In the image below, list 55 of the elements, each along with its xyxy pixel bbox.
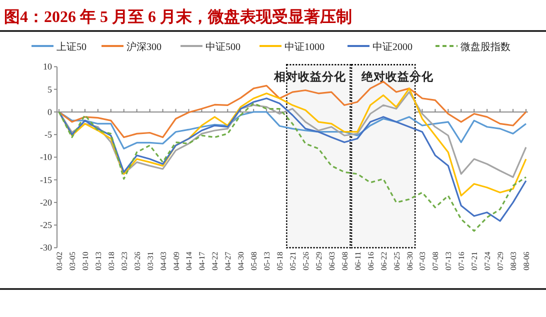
x-tick-label: 03-05 [68,252,77,270]
y-tick-label: -30 [40,242,52,253]
x-tick-label: 06-30 [405,252,414,270]
x-tick-label: 07-16 [457,252,466,270]
band-label: 相对收益分化 [273,70,348,84]
band-label: 绝对收益分化 [360,70,435,84]
x-tick-label: 04-17 [198,252,207,270]
y-tick-label: -15 [40,174,52,185]
x-tick-label: 03-26 [132,252,142,270]
title: 图4：2026 年 5 月至 6 月末，微盘表现受显著压制 [4,9,352,26]
legend-label: 中证500 [206,41,240,53]
x-tick-label: 03-02 [55,252,64,270]
x-tick-label: 05-21 [288,252,298,270]
legend-label: 中证2000 [372,41,412,53]
x-tick-label: 06-03 [327,252,336,270]
x-tick-label: 04-09 [172,252,181,270]
x-tick-label: 07-13 [444,252,454,270]
x-tick-label: 05-26 [301,252,310,270]
x-tick-label: 03-23 [120,252,129,270]
x-tick-label: 05-18 [276,252,285,270]
x-tick-label: 07-29 [496,252,506,270]
x-tick-label: 04-22 [210,252,220,270]
x-tick-label: 03-31 [146,252,155,270]
x-tick-label: 08-06 [522,252,531,270]
x-tick-label: 04-30 [236,252,246,270]
x-tick-label: 07-08 [431,252,440,270]
legend-label: 沪深300 [126,41,162,53]
y-tick-label: -10 [40,152,52,162]
x-tick-label: 07-03 [418,252,428,270]
legend-label: 上证50 [56,41,86,53]
x-tick-label: 03-13 [94,252,103,270]
x-tick-label: 06-08 [340,252,350,270]
y-tick-label: -5 [44,130,52,140]
y-tick-label: -20 [40,197,52,208]
x-tick-label: 06-16 [366,252,376,270]
x-tick-label: 04-03 [158,252,168,270]
x-tick-label: 08-03 [509,252,518,270]
legend-label: 中证1000 [284,41,324,53]
y-tick-label: 5 [48,84,52,94]
x-tick-label: 06-25 [392,252,402,270]
x-tick-label: 04-14 [184,252,194,270]
x-tick-label: 03-18 [106,252,116,270]
x-tick-label: 05-08 [250,252,259,270]
x-tick-label: 05-13 [262,252,272,270]
legend-label: 微盘股指数 [460,41,510,53]
x-tick-label: 04-27 [224,252,233,270]
y-tick-label: 10 [43,62,52,72]
x-tick-label: 07-21 [470,252,480,270]
x-tick-label: 07-24 [483,252,492,270]
x-tick-label: 03-10 [80,252,90,270]
y-tick-label: 0 [48,106,52,117]
y-tick-label: -25 [40,220,52,230]
x-tick-label: 06-22 [379,252,388,270]
x-tick-label: 05-29 [314,252,324,270]
x-tick-label: 06-11 [353,252,362,270]
